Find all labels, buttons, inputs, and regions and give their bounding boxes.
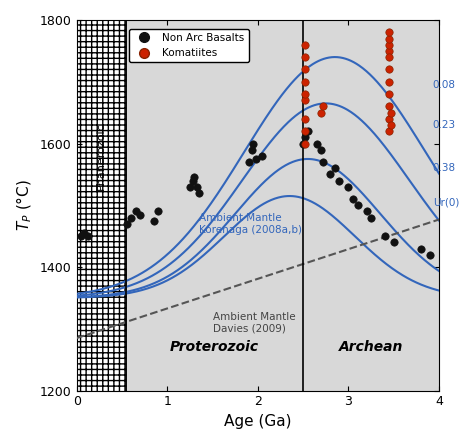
Point bbox=[127, 214, 135, 221]
Point bbox=[363, 208, 370, 215]
Point bbox=[318, 109, 325, 116]
Point bbox=[345, 183, 352, 190]
Point bbox=[155, 208, 162, 215]
Text: Ur(0): Ur(0) bbox=[433, 197, 459, 207]
Point bbox=[367, 214, 375, 221]
Point bbox=[84, 233, 91, 240]
Point bbox=[426, 251, 434, 258]
Point bbox=[385, 41, 393, 48]
Point bbox=[132, 208, 139, 215]
Point bbox=[385, 35, 393, 42]
Point bbox=[327, 171, 334, 178]
Point bbox=[319, 159, 327, 166]
Point bbox=[349, 195, 357, 202]
Text: 0.23: 0.23 bbox=[433, 120, 456, 130]
Point bbox=[80, 230, 88, 237]
Text: Proterozoic: Proterozoic bbox=[170, 340, 259, 353]
Point bbox=[354, 202, 361, 209]
Point bbox=[301, 115, 309, 123]
Point bbox=[252, 155, 260, 163]
Point bbox=[191, 174, 198, 181]
Point bbox=[123, 220, 130, 227]
Point bbox=[313, 140, 320, 147]
Point bbox=[385, 103, 393, 110]
Point bbox=[259, 152, 266, 159]
Point bbox=[301, 97, 309, 104]
Point bbox=[390, 239, 398, 246]
Point bbox=[189, 177, 196, 184]
Point bbox=[77, 233, 85, 240]
Point bbox=[248, 146, 255, 153]
Point bbox=[301, 66, 309, 73]
Point bbox=[150, 217, 157, 224]
Point bbox=[385, 66, 393, 73]
Point bbox=[385, 54, 393, 61]
Point bbox=[381, 233, 389, 240]
Point bbox=[300, 140, 307, 147]
Point bbox=[301, 127, 309, 135]
Point bbox=[301, 54, 309, 61]
Text: Ambient Mantle
Korenaga (2008a,b): Ambient Mantle Korenaga (2008a,b) bbox=[199, 213, 302, 234]
Point bbox=[417, 245, 425, 252]
Point bbox=[385, 115, 393, 123]
Point bbox=[331, 165, 338, 172]
Y-axis label: $T_P$ (°C): $T_P$ (°C) bbox=[15, 179, 35, 231]
Point bbox=[301, 91, 309, 98]
Point bbox=[301, 78, 309, 85]
Bar bbox=[77, 20, 126, 391]
Point bbox=[385, 29, 393, 36]
Point bbox=[195, 190, 203, 197]
Point bbox=[318, 146, 325, 153]
Text: Archean: Archean bbox=[339, 340, 403, 353]
Point bbox=[385, 48, 393, 55]
Text: Ambient Mantle
Davies (2009): Ambient Mantle Davies (2009) bbox=[212, 312, 295, 333]
Bar bbox=[77, 20, 126, 391]
Text: 0.38: 0.38 bbox=[433, 163, 456, 173]
Point bbox=[137, 211, 144, 218]
Text: 0.08: 0.08 bbox=[433, 80, 456, 90]
Legend: Non Arc Basalts, Komatiites: Non Arc Basalts, Komatiites bbox=[129, 29, 249, 63]
Point bbox=[336, 177, 343, 184]
Point bbox=[304, 127, 311, 135]
Point bbox=[245, 159, 253, 166]
Point bbox=[301, 140, 309, 147]
Point bbox=[387, 122, 395, 129]
Point bbox=[385, 91, 393, 98]
Point bbox=[193, 183, 201, 190]
Point bbox=[186, 183, 194, 190]
Point bbox=[385, 78, 393, 85]
Text: Phanerozoic: Phanerozoic bbox=[96, 122, 106, 190]
Point bbox=[301, 41, 309, 48]
X-axis label: Age (Ga): Age (Ga) bbox=[224, 414, 292, 429]
Point bbox=[385, 127, 393, 135]
Point bbox=[249, 140, 257, 147]
Point bbox=[301, 134, 309, 141]
Point bbox=[319, 103, 327, 110]
Point bbox=[387, 109, 395, 116]
